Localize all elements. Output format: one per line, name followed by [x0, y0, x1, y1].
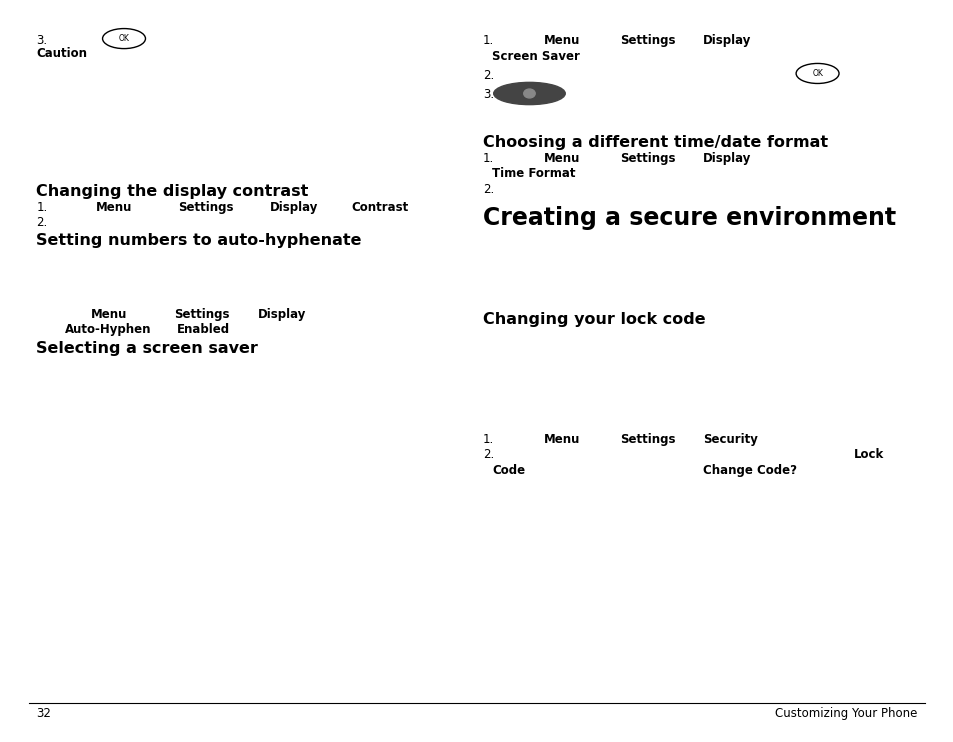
Text: 32: 32 [36, 707, 51, 720]
Text: Time Format: Time Format [492, 167, 576, 180]
Text: 3.: 3. [36, 34, 48, 47]
Text: 3.: 3. [482, 88, 494, 101]
Text: Changing the display contrast: Changing the display contrast [36, 184, 309, 199]
Text: Menu: Menu [91, 308, 127, 321]
Text: Creating a secure environment: Creating a secure environment [482, 206, 895, 230]
Text: Contrast: Contrast [351, 201, 408, 214]
Ellipse shape [523, 89, 535, 98]
Text: 1.: 1. [36, 201, 48, 214]
Text: Display: Display [702, 151, 751, 165]
Text: Customizing Your Phone: Customizing Your Phone [775, 707, 917, 720]
Text: Display: Display [257, 308, 306, 321]
Text: Menu: Menu [543, 433, 579, 446]
Text: Settings: Settings [619, 151, 675, 165]
Text: Security: Security [702, 433, 758, 446]
Text: 2.: 2. [36, 216, 48, 229]
Text: Display: Display [270, 201, 318, 214]
Text: Setting numbers to auto-hyphenate: Setting numbers to auto-hyphenate [36, 233, 361, 248]
Text: Selecting a screen saver: Selecting a screen saver [36, 341, 258, 356]
Text: 1.: 1. [482, 34, 494, 47]
Text: Menu: Menu [95, 201, 132, 214]
Text: Auto-Hyphen: Auto-Hyphen [65, 323, 152, 336]
Text: Caution: Caution [36, 47, 87, 60]
Text: OK: OK [811, 69, 822, 78]
Text: Changing your lock code: Changing your lock code [482, 312, 704, 326]
Text: Change Code?: Change Code? [702, 464, 797, 477]
Text: Menu: Menu [543, 151, 579, 165]
Text: Settings: Settings [174, 308, 230, 321]
Text: Display: Display [702, 34, 751, 47]
Text: 1.: 1. [482, 151, 494, 165]
Text: Settings: Settings [619, 34, 675, 47]
Text: Settings: Settings [619, 433, 675, 446]
Text: Settings: Settings [178, 201, 233, 214]
Text: OK: OK [118, 34, 130, 43]
Text: Choosing a different time/date format: Choosing a different time/date format [482, 135, 827, 150]
Text: 2.: 2. [482, 448, 494, 462]
Text: Enabled: Enabled [176, 323, 230, 336]
Text: 2.: 2. [482, 183, 494, 196]
Text: 1.: 1. [482, 433, 494, 446]
Text: 2.: 2. [482, 69, 494, 82]
Ellipse shape [494, 82, 564, 105]
Text: Code: Code [492, 464, 525, 477]
Text: Lock: Lock [853, 448, 883, 462]
Text: Menu: Menu [543, 34, 579, 47]
Text: Screen Saver: Screen Saver [492, 50, 579, 63]
